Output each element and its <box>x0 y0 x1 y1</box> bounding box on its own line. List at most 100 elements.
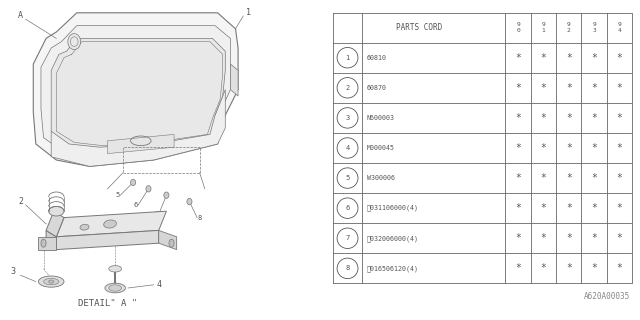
Text: *: * <box>591 233 597 243</box>
Text: *: * <box>616 203 622 213</box>
Text: *: * <box>541 53 547 63</box>
Polygon shape <box>46 230 56 250</box>
Text: 3: 3 <box>346 115 349 121</box>
Text: A: A <box>18 12 23 20</box>
Text: 9
3: 9 3 <box>592 22 596 33</box>
Text: 5: 5 <box>346 175 349 181</box>
Text: *: * <box>566 233 572 243</box>
Text: *: * <box>541 143 547 153</box>
Text: *: * <box>566 203 572 213</box>
Polygon shape <box>38 237 56 250</box>
Text: *: * <box>515 113 521 123</box>
Text: *: * <box>515 263 521 273</box>
Text: *: * <box>591 83 597 93</box>
Text: 3: 3 <box>10 268 15 276</box>
Polygon shape <box>56 230 159 250</box>
Text: *: * <box>591 53 597 63</box>
Text: 4: 4 <box>346 145 349 151</box>
Text: *: * <box>616 263 622 273</box>
Text: *: * <box>541 113 547 123</box>
Text: *: * <box>541 173 547 183</box>
Ellipse shape <box>41 239 46 247</box>
Polygon shape <box>41 26 230 157</box>
Ellipse shape <box>80 224 89 230</box>
Text: 60810: 60810 <box>367 55 387 61</box>
Text: *: * <box>591 113 597 123</box>
Ellipse shape <box>169 239 174 247</box>
Circle shape <box>146 186 151 192</box>
Text: PARTS CORD: PARTS CORD <box>396 23 442 32</box>
Text: 1: 1 <box>246 8 251 17</box>
Text: *: * <box>616 113 622 123</box>
Ellipse shape <box>105 283 125 293</box>
Text: Ⓧ031106000(4): Ⓧ031106000(4) <box>367 205 419 212</box>
Text: 5: 5 <box>116 192 120 198</box>
Text: *: * <box>515 233 521 243</box>
Circle shape <box>131 179 136 186</box>
Text: N600003: N600003 <box>367 115 395 121</box>
Text: 1: 1 <box>346 55 349 61</box>
Polygon shape <box>56 211 166 237</box>
Text: A620A00035: A620A00035 <box>584 292 630 301</box>
Text: *: * <box>515 53 521 63</box>
Ellipse shape <box>38 276 64 287</box>
Polygon shape <box>46 211 64 237</box>
Text: 6: 6 <box>346 205 349 211</box>
Text: *: * <box>515 173 521 183</box>
Polygon shape <box>33 13 238 166</box>
Text: 8: 8 <box>198 215 202 220</box>
Text: W300006: W300006 <box>367 175 395 181</box>
Ellipse shape <box>44 278 59 285</box>
Text: *: * <box>541 233 547 243</box>
Polygon shape <box>230 64 238 96</box>
Text: 9
4: 9 4 <box>618 22 621 33</box>
Text: *: * <box>616 143 622 153</box>
Text: *: * <box>566 83 572 93</box>
Text: *: * <box>541 263 547 273</box>
Text: *: * <box>616 83 622 93</box>
Ellipse shape <box>49 206 64 216</box>
Text: 2: 2 <box>346 85 349 91</box>
Text: *: * <box>591 263 597 273</box>
Text: 9
0: 9 0 <box>516 22 520 33</box>
Text: 2: 2 <box>18 197 23 206</box>
Ellipse shape <box>109 285 122 291</box>
Text: 9
1: 9 1 <box>541 22 545 33</box>
Text: *: * <box>616 53 622 63</box>
Polygon shape <box>51 38 225 147</box>
Text: *: * <box>566 53 572 63</box>
Text: *: * <box>515 83 521 93</box>
Text: *: * <box>591 203 597 213</box>
Circle shape <box>68 34 81 50</box>
Text: *: * <box>515 203 521 213</box>
Text: *: * <box>566 143 572 153</box>
Polygon shape <box>51 90 225 166</box>
Text: Ⓑ016506120(4): Ⓑ016506120(4) <box>367 265 419 272</box>
Text: *: * <box>566 173 572 183</box>
Text: 60870: 60870 <box>367 85 387 91</box>
Text: *: * <box>616 233 622 243</box>
Circle shape <box>164 192 169 198</box>
Text: *: * <box>616 173 622 183</box>
Text: *: * <box>566 263 572 273</box>
Text: M000045: M000045 <box>367 145 395 151</box>
Polygon shape <box>108 134 174 154</box>
Text: *: * <box>541 83 547 93</box>
Text: 7: 7 <box>154 212 158 217</box>
Ellipse shape <box>109 266 122 272</box>
Text: *: * <box>591 173 597 183</box>
Text: *: * <box>541 203 547 213</box>
Polygon shape <box>159 230 177 250</box>
Circle shape <box>187 198 192 205</box>
Ellipse shape <box>104 220 116 228</box>
Text: 4: 4 <box>156 280 161 289</box>
Text: 7: 7 <box>346 235 349 241</box>
Text: Ⓧ032006000(4): Ⓧ032006000(4) <box>367 235 419 242</box>
Text: DETAIL" A ": DETAIL" A " <box>78 300 137 308</box>
Text: 8: 8 <box>346 265 349 271</box>
Text: 9
2: 9 2 <box>567 22 571 33</box>
Ellipse shape <box>49 280 54 283</box>
Text: 6: 6 <box>134 202 138 208</box>
Text: *: * <box>591 143 597 153</box>
Text: *: * <box>566 113 572 123</box>
